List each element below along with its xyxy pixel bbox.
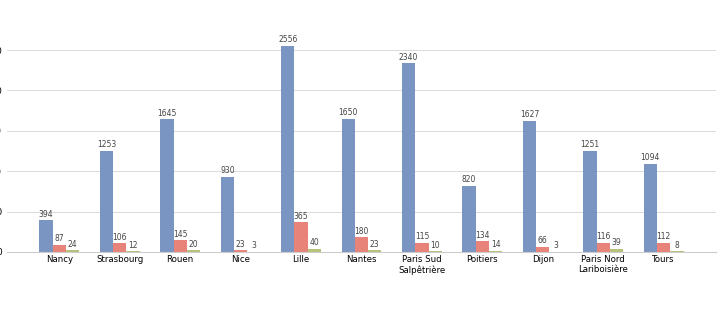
Bar	[100, 151, 114, 252]
Text: 10: 10	[430, 241, 440, 250]
Text: 3: 3	[252, 241, 257, 250]
Text: 1253: 1253	[97, 140, 116, 149]
Text: 1645: 1645	[157, 109, 176, 118]
Bar	[657, 243, 670, 252]
Text: 106: 106	[113, 233, 127, 242]
Bar	[294, 223, 308, 252]
Text: 66: 66	[538, 236, 547, 245]
Bar	[429, 251, 442, 252]
Text: 180: 180	[354, 227, 369, 236]
Bar	[523, 120, 536, 252]
Bar	[66, 250, 80, 252]
Text: 930: 930	[220, 166, 235, 175]
Text: 24: 24	[68, 240, 77, 249]
Text: 115: 115	[415, 232, 429, 241]
Bar	[402, 63, 415, 252]
Bar	[281, 46, 294, 252]
Text: 2340: 2340	[399, 53, 419, 61]
Bar	[536, 247, 549, 252]
Text: 112: 112	[656, 233, 671, 242]
Text: 365: 365	[294, 212, 309, 221]
Text: 394: 394	[39, 210, 54, 219]
Text: 8: 8	[675, 241, 680, 250]
Text: 134: 134	[475, 231, 489, 240]
Text: 87: 87	[54, 234, 64, 244]
Bar	[127, 251, 140, 252]
Text: 1650: 1650	[338, 108, 358, 117]
Text: 14: 14	[491, 240, 500, 249]
Bar	[40, 220, 53, 252]
Bar	[643, 163, 657, 252]
Text: 3: 3	[554, 241, 558, 250]
Text: 40: 40	[309, 238, 320, 247]
Text: 820: 820	[462, 175, 476, 184]
Bar	[341, 119, 355, 252]
Text: 1251: 1251	[581, 141, 599, 150]
Text: 2556: 2556	[278, 35, 297, 44]
Bar	[583, 151, 596, 252]
Bar	[609, 249, 623, 252]
Text: 20: 20	[189, 240, 198, 249]
Bar	[53, 245, 66, 252]
Text: 23: 23	[236, 240, 246, 249]
Bar	[221, 177, 234, 252]
Bar	[476, 241, 489, 252]
Text: 23: 23	[370, 240, 380, 249]
Bar	[234, 250, 247, 252]
Bar	[308, 249, 321, 252]
Bar	[187, 250, 200, 252]
Text: 1627: 1627	[520, 110, 539, 119]
Bar	[596, 243, 609, 252]
Bar	[415, 243, 429, 252]
Text: 1094: 1094	[641, 153, 660, 162]
Bar	[161, 119, 174, 252]
Text: 145: 145	[173, 230, 187, 239]
Text: 116: 116	[596, 232, 610, 241]
Text: 39: 39	[612, 238, 621, 247]
Bar	[355, 237, 368, 252]
Bar	[114, 244, 127, 252]
Bar	[670, 251, 683, 252]
Bar	[174, 240, 187, 252]
Bar	[368, 250, 382, 252]
Bar	[489, 251, 502, 252]
Text: 12: 12	[129, 241, 138, 249]
Bar	[463, 186, 476, 252]
